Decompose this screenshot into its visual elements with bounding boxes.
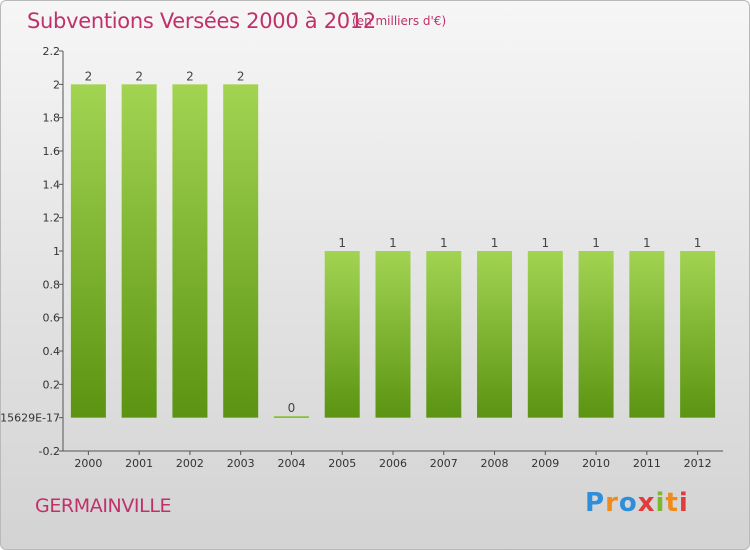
- y-tick-label: 0.8: [43, 278, 61, 291]
- y-tick-label: 2: [53, 78, 60, 91]
- bar-value-label: 1: [694, 236, 702, 250]
- bar: [375, 251, 411, 418]
- bar: [121, 84, 157, 418]
- logo-letter: t: [665, 488, 679, 518]
- chart-title: Subventions Versées 2000 à 2012: [27, 9, 376, 33]
- bar: [324, 251, 360, 418]
- logo-letter: r: [605, 488, 619, 518]
- y-tick-label: 1.8: [43, 112, 61, 125]
- bar-value-label: 1: [541, 236, 549, 250]
- y-tick-label: 1.6: [43, 145, 61, 158]
- y-tick-label: 0.6: [43, 312, 61, 325]
- bar-value-label: 1: [338, 236, 346, 250]
- x-tick-label: 2011: [633, 457, 661, 470]
- x-tick-label: 2012: [684, 457, 712, 470]
- y-tick-label: -1.15629E-17: [1, 412, 60, 425]
- bar: [172, 84, 208, 418]
- logo-letter: o: [618, 488, 638, 518]
- x-tick-label: 2000: [74, 457, 102, 470]
- x-tick-label: 2008: [481, 457, 509, 470]
- logo-letter: i: [678, 488, 689, 518]
- bar: [629, 251, 665, 418]
- bar: [223, 84, 259, 418]
- bar-value-label: 0: [288, 401, 296, 415]
- x-tick-label: 2003: [227, 457, 255, 470]
- bar-value-label: 2: [237, 69, 245, 83]
- logo-letter: x: [637, 488, 656, 518]
- y-tick-label: 1.4: [43, 178, 61, 191]
- bar-value-label: 1: [491, 236, 499, 250]
- bar: [273, 416, 309, 418]
- bar-value-label: 2: [186, 69, 194, 83]
- bar-value-label: 2: [135, 69, 143, 83]
- chart-unit: (en milliers d'€): [352, 14, 447, 28]
- x-tick-label: 2005: [328, 457, 356, 470]
- logo-letter: P: [585, 488, 606, 518]
- x-tick-label: 2010: [582, 457, 610, 470]
- x-tick-label: 2007: [430, 457, 458, 470]
- bar-value-label: 1: [440, 236, 448, 250]
- bar: [426, 251, 462, 418]
- y-tick-label: 0.4: [43, 345, 61, 358]
- bar-value-label: 1: [389, 236, 397, 250]
- y-tick-label: 0.2: [43, 378, 61, 391]
- y-tick-label: 1.2: [43, 212, 61, 225]
- y-tick-label: 1: [53, 245, 60, 258]
- x-tick-label: 2002: [176, 457, 204, 470]
- place-name: GERMAINVILLE: [35, 495, 172, 517]
- y-tick-label: -0.2: [39, 445, 60, 458]
- bar-value-label: 2: [85, 69, 93, 83]
- x-tick-label: 2004: [277, 457, 305, 470]
- bar-value-label: 1: [643, 236, 651, 250]
- x-tick-label: 2009: [531, 457, 559, 470]
- bar: [527, 251, 563, 418]
- bar: [680, 251, 716, 418]
- bar: [578, 251, 614, 418]
- bar: [477, 251, 513, 418]
- bar: [70, 84, 106, 418]
- bar-value-label: 1: [592, 236, 600, 250]
- proxiti-logo: Proxiti: [585, 488, 689, 518]
- logo-letter: i: [655, 488, 666, 518]
- x-tick-label: 2001: [125, 457, 153, 470]
- y-tick-label: 2.2: [43, 45, 61, 58]
- x-tick-label: 2006: [379, 457, 407, 470]
